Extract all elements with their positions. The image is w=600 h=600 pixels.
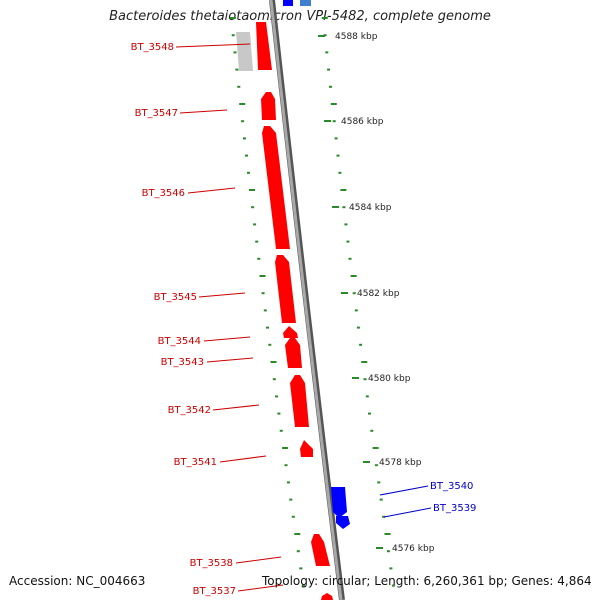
left-tick-track bbox=[229, 17, 305, 587]
leader-line-bt3547 bbox=[179, 109, 228, 114]
gene-label-bt3543: BT_3543 bbox=[161, 357, 204, 368]
scale-major-ticks bbox=[318, 35, 383, 549]
gene-arrow-bt3542 bbox=[290, 375, 309, 427]
gene-label-bt3540: BT_3540 bbox=[430, 481, 473, 492]
leader-line-bt3542 bbox=[212, 404, 260, 411]
gene-label-bt3545: BT_3545 bbox=[154, 292, 197, 303]
scale-label: 4586 kbp bbox=[341, 117, 384, 127]
scale-label: 4582 kbp bbox=[357, 289, 400, 299]
leader-line-bt3544 bbox=[203, 336, 251, 342]
gene-label-bt3548: BT_3548 bbox=[131, 42, 174, 53]
gene-arrows bbox=[236, 22, 350, 600]
gene-arrow-bt3547 bbox=[261, 92, 276, 120]
gene-arrow-bt3545 bbox=[275, 255, 296, 323]
gene-label-bt3538: BT_3538 bbox=[190, 558, 233, 569]
gene-label-bt3539: BT_3539 bbox=[433, 503, 476, 514]
gene-arrow-bt3541 bbox=[300, 440, 313, 457]
leader-line-bt3546 bbox=[187, 187, 236, 194]
gene-label-bt3544: BT_3544 bbox=[158, 336, 201, 347]
reverse-gene-arrow bbox=[283, 0, 293, 6]
gene-label-bt3546: BT_3546 bbox=[142, 188, 185, 199]
genome-backbone-highlight bbox=[269, 0, 343, 600]
scale-label: 4584 kbp bbox=[349, 203, 392, 213]
gene-arrow-bt3538 bbox=[311, 534, 330, 566]
reverse-gene-arrow bbox=[300, 0, 311, 6]
gene-arrow-bt3544 bbox=[283, 326, 298, 338]
gene-leader-lines bbox=[175, 43, 432, 592]
leader-line-bt3545 bbox=[198, 292, 246, 298]
gene-arrow-bt3540 bbox=[331, 487, 347, 518]
gene-label-bt3542: BT_3542 bbox=[168, 405, 211, 416]
gene-label-bt3537: BT_3537 bbox=[193, 586, 236, 597]
scale-label: 4588 kbp bbox=[335, 32, 378, 42]
gene-arrow-bt3546 bbox=[262, 126, 290, 249]
top-reverse-genes bbox=[283, 0, 311, 6]
accession-text: Accession: NC_004663 bbox=[9, 574, 146, 588]
gene-arrow-bt3548-pseudo bbox=[236, 32, 253, 71]
scale-label: 4578 kbp bbox=[379, 458, 422, 468]
genome-summary-text: Topology: circular; Length: 6,260,361 bp… bbox=[262, 574, 592, 588]
gene-labels: BT_3548 BT_3547 BT_3546 BT_3545 BT_3544 … bbox=[131, 42, 477, 597]
gene-arrow-bt3539 bbox=[336, 516, 350, 529]
scale-label: 4580 kbp bbox=[368, 374, 411, 384]
map-title: Bacteroides thetaiotaomicron VPI-5482, c… bbox=[109, 9, 491, 24]
gene-label-bt3547: BT_3547 bbox=[135, 108, 178, 119]
leader-line-bt3541 bbox=[219, 455, 267, 463]
gene-arrow-bt3548 bbox=[256, 22, 272, 70]
scale-label: 4576 kbp bbox=[392, 544, 435, 554]
leader-line-bt3538 bbox=[235, 556, 282, 564]
leader-line-bt3548 bbox=[175, 43, 251, 48]
gene-label-bt3541: BT_3541 bbox=[174, 457, 217, 468]
leader-line-bt3543 bbox=[206, 357, 254, 363]
gene-arrow-bt3543 bbox=[285, 338, 302, 368]
scale-labels: 4588 kbp 4586 kbp 4584 kbp 4582 kbp 4580… bbox=[335, 32, 435, 554]
leader-line-bt3540 bbox=[379, 485, 429, 496]
leader-line-bt3537 bbox=[237, 584, 284, 592]
leader-line-bt3539 bbox=[383, 507, 432, 518]
gene-arrow-bt3537 bbox=[321, 593, 333, 600]
